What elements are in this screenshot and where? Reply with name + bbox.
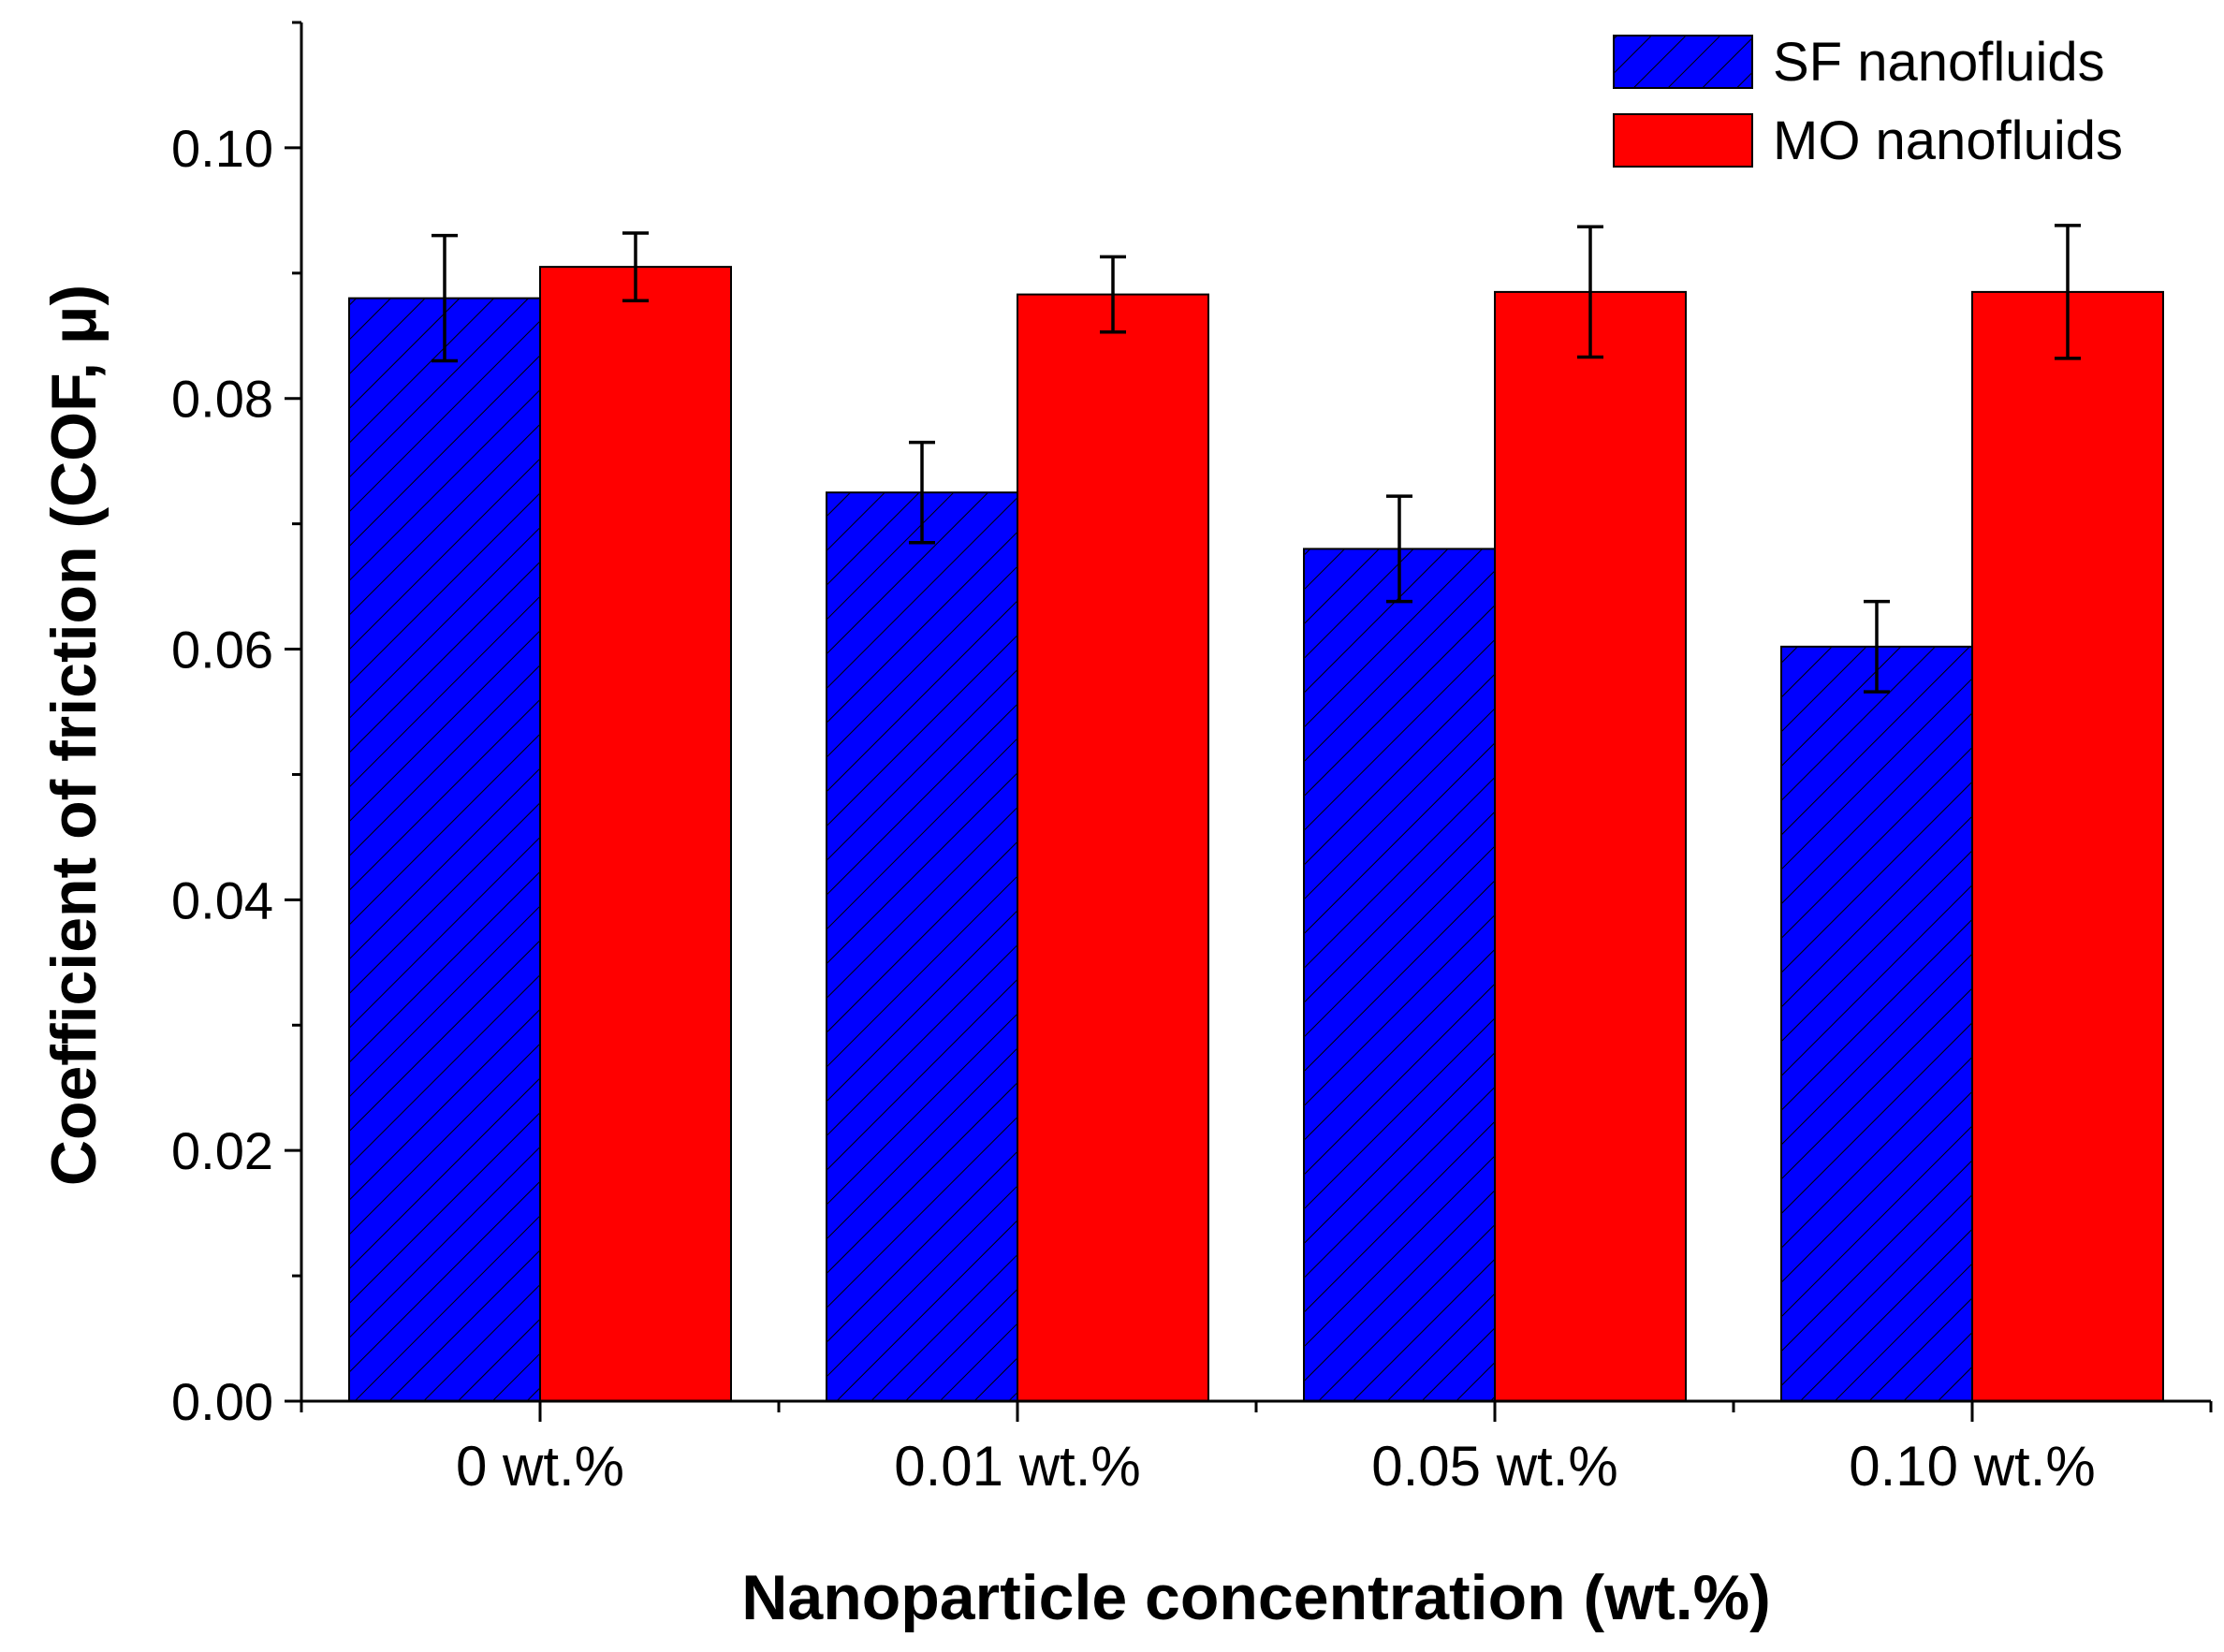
error-bar-sf-1 — [909, 440, 935, 545]
legend-label: MO nanofluids — [1773, 110, 2123, 171]
bar-sf-2 — [1303, 548, 1496, 1402]
bar-sf-0 — [348, 297, 541, 1403]
bars-layer — [348, 266, 2164, 1403]
x-tick-label: 0 wt.% — [456, 1435, 624, 1498]
y-tick-label: 0.10 — [171, 119, 273, 178]
legend: SF nanofluids MO nanofluids — [1613, 32, 2123, 171]
legend-label: SF nanofluids — [1773, 32, 2105, 93]
y-tick-label: 0.02 — [171, 1121, 273, 1180]
y-tick-label: 0.08 — [171, 370, 273, 429]
bar-mo-0 — [539, 266, 732, 1403]
bar-sf-3 — [1780, 645, 1973, 1402]
error-bar-sf-3 — [1864, 599, 1890, 694]
bar-mo-2 — [1494, 290, 1687, 1402]
error-bar-sf-0 — [432, 233, 458, 363]
y-axis-title: Coefficient of friction (COF, μ) — [38, 285, 110, 1186]
legend-swatch — [1613, 113, 1753, 168]
y-tick-label: 0.04 — [171, 870, 273, 929]
error-bar-mo-3 — [2055, 224, 2081, 360]
labels-layer: 0.00 0.02 0.04 0.06 0.08 0.10 0 wt.% 0.01 wt.% 0… — [38, 119, 2096, 1633]
x-tick-label: 0.01 wt.% — [894, 1435, 1140, 1498]
error-bar-sf-2 — [1386, 494, 1412, 604]
legend-swatch — [1613, 35, 1753, 89]
y-tick-label: 0.00 — [171, 1372, 273, 1431]
bar-sf-1 — [826, 491, 1018, 1402]
bar-mo-1 — [1017, 293, 1209, 1402]
error-bars-layer — [432, 224, 2081, 694]
legend-item-sf: SF nanofluids — [1613, 32, 2105, 93]
bar-mo-3 — [1971, 290, 2164, 1402]
axes-layer — [285, 21, 2213, 1422]
x-axis-title: Nanoparticle concentration (wt.%) — [741, 1562, 1770, 1633]
error-bar-mo-0 — [622, 231, 649, 303]
y-tick-label: 0.06 — [171, 621, 273, 680]
error-bar-mo-2 — [1577, 225, 1603, 359]
legend-item-mo: MO nanofluids — [1613, 110, 2123, 171]
error-bar-mo-1 — [1100, 255, 1126, 334]
x-tick-label: 0.05 wt.% — [1371, 1435, 1617, 1498]
x-tick-label: 0.10 wt.% — [1849, 1435, 2095, 1498]
